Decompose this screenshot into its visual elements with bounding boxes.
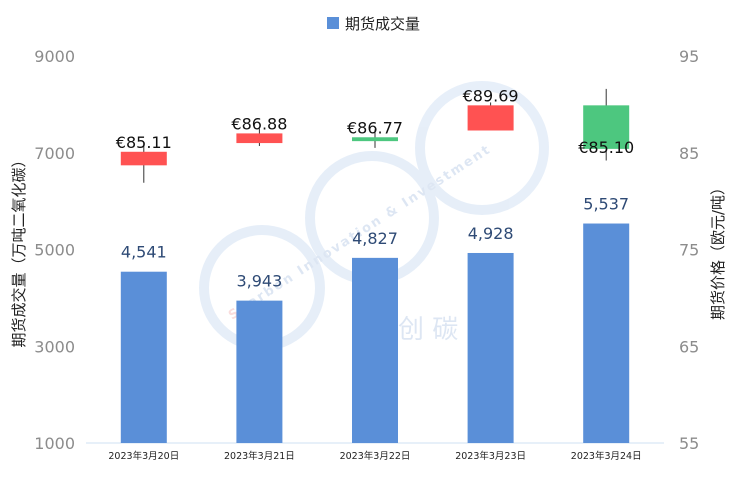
watermark-text-cn: 创 碳 bbox=[398, 315, 458, 345]
x-tick-label: 2023年3月24日 bbox=[571, 450, 642, 462]
watermark-ring-right bbox=[415, 81, 549, 215]
y-left-tick-label: 7000 bbox=[34, 144, 75, 163]
legend-label: 期货成交量 bbox=[345, 15, 420, 33]
bar-value-label: 4,541 bbox=[121, 243, 167, 262]
x-tick-label: 2023年3月23日 bbox=[455, 450, 526, 462]
y-left-tick-label: 5000 bbox=[34, 241, 75, 260]
bar-value-label: 3,943 bbox=[236, 272, 282, 291]
candle-body bbox=[236, 133, 283, 144]
bar-value-label: 4,827 bbox=[352, 229, 398, 248]
data-labels: 4,541 3,943 4,827 4,928 5,537 €85.11 €86.88 €86… bbox=[116, 86, 634, 290]
price-label: €86.88 bbox=[231, 114, 287, 133]
legend: 期货成交量 bbox=[327, 15, 420, 33]
y-right-tick-label: 95 bbox=[679, 47, 699, 66]
y-axis-left-title: 期货成交量（万吨二氧化碳） bbox=[10, 152, 28, 347]
y-right-tick-label: 75 bbox=[679, 241, 699, 260]
bar-series bbox=[120, 223, 630, 443]
x-tick-label: 2023年3月22日 bbox=[340, 450, 411, 462]
bar bbox=[352, 257, 398, 443]
x-axis-ticks: 2023年3月20日 2023年3月21日 2023年3月22日 2023年3月23日… bbox=[108, 450, 641, 462]
price-label: €85.10 bbox=[578, 138, 634, 157]
y-axis-right-ticks: 55 65 75 85 95 bbox=[679, 47, 699, 453]
bar bbox=[467, 252, 514, 443]
bar bbox=[583, 223, 630, 443]
bar-value-label: 4,928 bbox=[468, 224, 514, 243]
price-label: €89.69 bbox=[463, 86, 519, 105]
candlestick-series bbox=[120, 88, 630, 183]
x-tick-label: 2023年3月21日 bbox=[224, 450, 295, 462]
bar-value-label: 5,537 bbox=[583, 195, 629, 214]
y-left-tick-label: 9000 bbox=[34, 47, 75, 66]
y-right-tick-label: 65 bbox=[679, 337, 699, 356]
y-axis-right-title: 期货价格（欧元/吨） bbox=[709, 180, 727, 320]
candle-body bbox=[120, 151, 167, 166]
bar bbox=[120, 271, 167, 443]
y-right-tick-label: 85 bbox=[679, 144, 699, 163]
candle-body bbox=[583, 105, 630, 149]
price-label: €85.11 bbox=[116, 133, 172, 152]
y-right-tick-label: 55 bbox=[679, 434, 699, 453]
y-left-tick-label: 3000 bbox=[34, 337, 75, 356]
price-label: €86.77 bbox=[347, 118, 403, 137]
candle-body bbox=[467, 105, 514, 131]
bar bbox=[236, 300, 283, 443]
x-tick-label: 2023年3月20日 bbox=[108, 450, 179, 462]
y-left-tick-label: 1000 bbox=[34, 434, 75, 453]
candle-body bbox=[352, 137, 398, 142]
y-axis-left-ticks: 1000 3000 5000 7000 9000 bbox=[34, 47, 75, 453]
legend-swatch bbox=[327, 17, 339, 29]
